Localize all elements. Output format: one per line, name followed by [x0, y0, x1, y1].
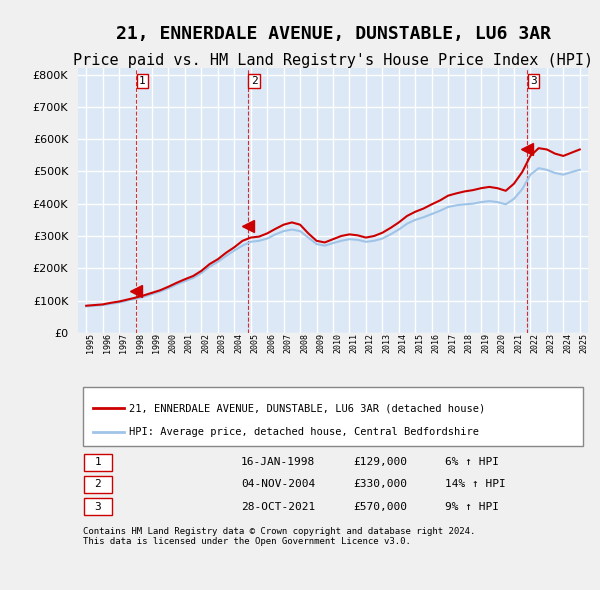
- Text: 2024: 2024: [563, 333, 572, 353]
- Text: 16-JAN-1998: 16-JAN-1998: [241, 457, 316, 467]
- Text: 1998: 1998: [136, 333, 145, 353]
- Text: £129,000: £129,000: [353, 457, 407, 467]
- Text: 2004: 2004: [234, 333, 243, 353]
- Text: 2011: 2011: [349, 333, 358, 353]
- Text: 3: 3: [530, 76, 537, 86]
- Text: 2018: 2018: [464, 333, 473, 353]
- Text: HPI: Average price, detached house, Central Bedfordshire: HPI: Average price, detached house, Cent…: [129, 427, 479, 437]
- Text: 2013: 2013: [382, 333, 391, 353]
- Text: 2025: 2025: [580, 333, 589, 353]
- Text: 2014: 2014: [399, 333, 408, 353]
- FancyBboxPatch shape: [83, 388, 583, 445]
- Text: 2017: 2017: [448, 333, 457, 353]
- Text: 2010: 2010: [333, 333, 342, 353]
- Text: £330,000: £330,000: [353, 480, 407, 490]
- Text: 1996: 1996: [103, 333, 112, 353]
- Text: 1: 1: [95, 457, 101, 467]
- Text: Price paid vs. HM Land Registry's House Price Index (HPI): Price paid vs. HM Land Registry's House …: [73, 53, 593, 68]
- Text: 2021: 2021: [514, 333, 523, 353]
- Text: 2002: 2002: [202, 333, 211, 353]
- Text: 1999: 1999: [152, 333, 161, 353]
- Text: 2005: 2005: [251, 333, 260, 353]
- Text: 2020: 2020: [497, 333, 506, 353]
- Text: 2000: 2000: [169, 333, 178, 353]
- Text: 2001: 2001: [185, 333, 194, 353]
- Text: 2006: 2006: [267, 333, 276, 353]
- Text: 2: 2: [95, 480, 101, 490]
- Text: 2019: 2019: [481, 333, 490, 353]
- Text: 1: 1: [139, 76, 145, 86]
- Text: 21, ENNERDALE AVENUE, DUNSTABLE, LU6 3AR: 21, ENNERDALE AVENUE, DUNSTABLE, LU6 3AR: [115, 25, 551, 43]
- FancyBboxPatch shape: [84, 454, 112, 471]
- Text: 2015: 2015: [415, 333, 424, 353]
- Text: 1995: 1995: [86, 333, 95, 353]
- Text: 2016: 2016: [432, 333, 441, 353]
- Text: 2012: 2012: [366, 333, 375, 353]
- Text: 1997: 1997: [119, 333, 128, 353]
- Text: 2007: 2007: [284, 333, 293, 353]
- Text: 6% ↑ HPI: 6% ↑ HPI: [445, 457, 499, 467]
- Text: 04-NOV-2004: 04-NOV-2004: [241, 480, 316, 490]
- Text: 14% ↑ HPI: 14% ↑ HPI: [445, 480, 506, 490]
- Text: 3: 3: [95, 502, 101, 512]
- Text: 2023: 2023: [547, 333, 556, 353]
- Text: 2: 2: [251, 76, 257, 86]
- Text: 9% ↑ HPI: 9% ↑ HPI: [445, 502, 499, 512]
- Text: 2003: 2003: [218, 333, 227, 353]
- Text: 2022: 2022: [530, 333, 539, 353]
- Text: 28-OCT-2021: 28-OCT-2021: [241, 502, 316, 512]
- Text: 21, ENNERDALE AVENUE, DUNSTABLE, LU6 3AR (detached house): 21, ENNERDALE AVENUE, DUNSTABLE, LU6 3AR…: [129, 403, 485, 413]
- FancyBboxPatch shape: [84, 476, 112, 493]
- FancyBboxPatch shape: [84, 499, 112, 515]
- Text: Contains HM Land Registry data © Crown copyright and database right 2024.
This d: Contains HM Land Registry data © Crown c…: [83, 527, 475, 546]
- Text: 2009: 2009: [317, 333, 326, 353]
- Text: 2008: 2008: [300, 333, 309, 353]
- Text: £570,000: £570,000: [353, 502, 407, 512]
